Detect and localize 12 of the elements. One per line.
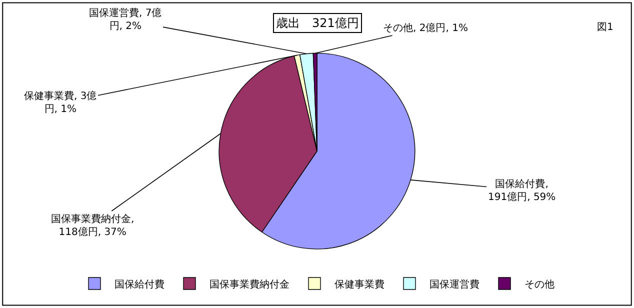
text: 歳出 321億円 (276, 16, 359, 30)
caption: 図1 (597, 22, 614, 33)
legend-label: 国保給付費 (114, 278, 164, 290)
legend-label: 国保事業費納付金 (210, 278, 290, 290)
data-label: 国保給付費, 191億円, 59% (488, 178, 556, 203)
data-label: 保健事業費, 3億円, 1% (24, 90, 97, 115)
legend-label: 国保運営費 (430, 278, 480, 290)
legend-label: その他 (524, 278, 554, 290)
data-label: 国保運営費, 7億円, 2% (89, 7, 162, 32)
data-label: 国保事業費納付金, 118億円, 37% (51, 213, 134, 238)
data-label: その他, 2億円, 1% (383, 22, 468, 34)
legend-label: 保健事業費 (334, 278, 384, 290)
